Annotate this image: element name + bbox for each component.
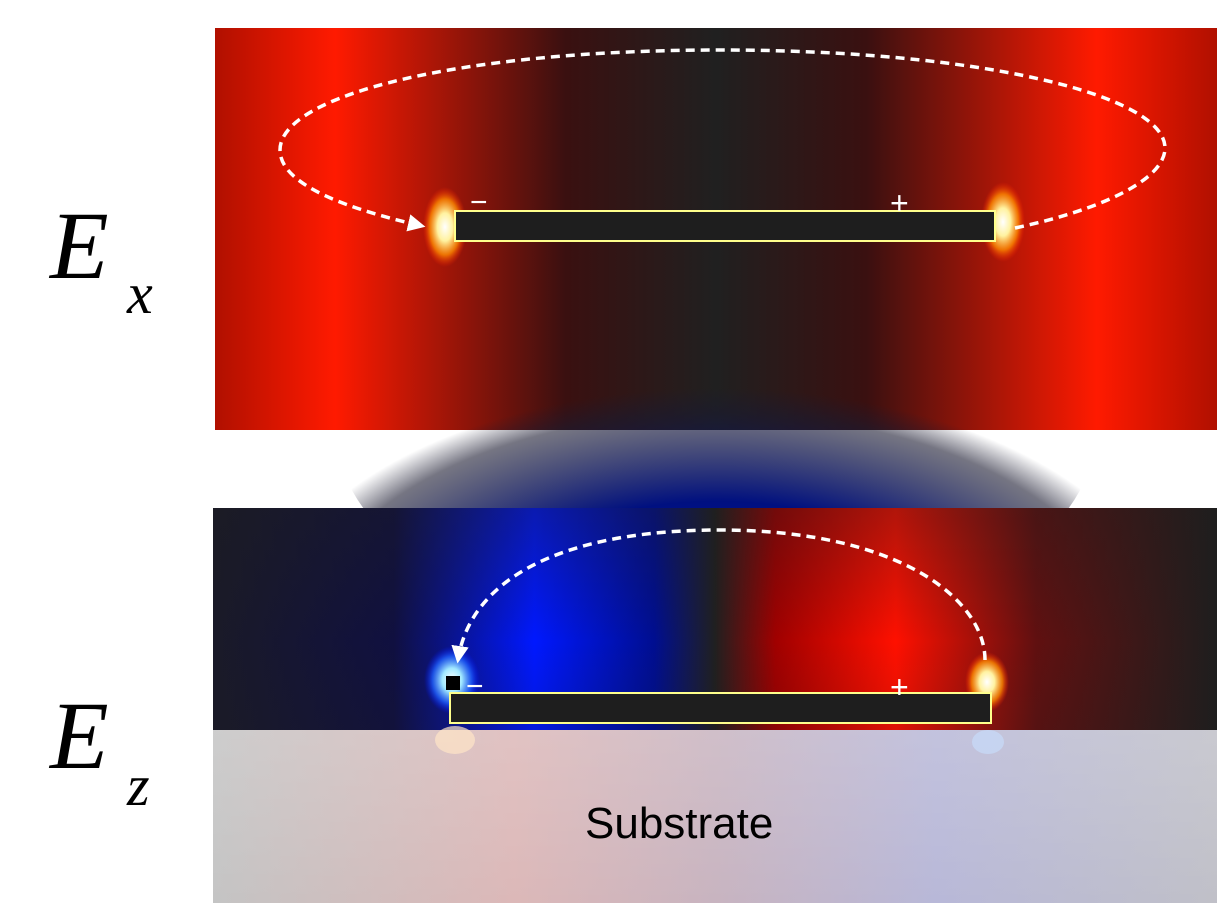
substrate-glow-right — [972, 730, 1004, 754]
ez-plus-sign: + — [890, 669, 909, 705]
ex-label-letter: E — [50, 192, 109, 299]
ez-corner-mark — [446, 676, 460, 690]
ex-plus-sign: + — [890, 185, 909, 221]
ex-label-subscript: x — [127, 261, 153, 326]
ez-nanorod — [449, 692, 992, 724]
ez-label-subscript: z — [127, 753, 150, 818]
ex-field-loop-arrow — [278, 48, 1167, 232]
ez-label-letter: E — [50, 682, 109, 789]
ex-hotspot-left — [423, 187, 467, 267]
ez-panel: − + — [213, 508, 1217, 903]
ex-minus-sign: − — [470, 186, 488, 219]
substrate-glow-left — [435, 726, 475, 754]
substrate-label: Substrate — [585, 799, 774, 848]
substrate-sheen — [213, 730, 1217, 903]
ez-field-arch-arrow — [451, 528, 987, 664]
ex-nanorod — [454, 210, 996, 242]
ez-minus-sign: − — [466, 670, 484, 703]
